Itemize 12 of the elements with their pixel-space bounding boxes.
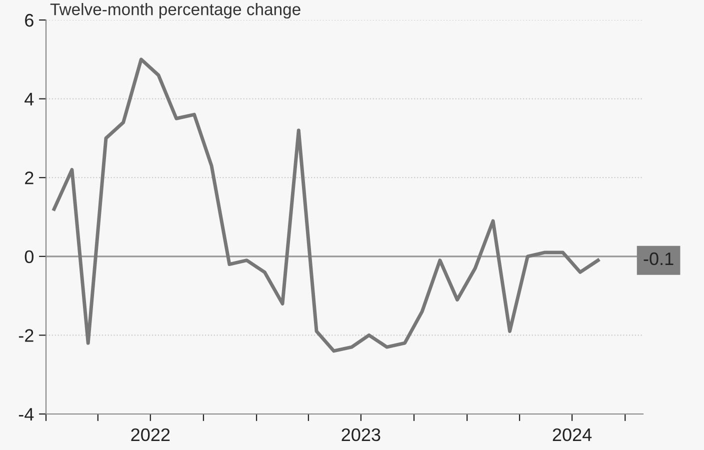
y-tick-label: 0	[24, 250, 34, 264]
line-series	[52, 58, 600, 353]
chart-title: Twelve-month percentage change	[50, 3, 300, 19]
y-tick-label: 4	[24, 92, 34, 106]
y-tick-label: 6	[25, 14, 34, 27]
x-tick-label: 2024	[552, 428, 592, 442]
x-tick-label: 2023	[342, 428, 380, 442]
y-tick-label: -2	[18, 329, 34, 342]
y-tick-label: -4	[18, 408, 34, 421]
x-tick-label: 2022	[131, 428, 170, 442]
annotation: -0.1	[644, 252, 674, 266]
y-tick-label: 2	[25, 172, 34, 184]
